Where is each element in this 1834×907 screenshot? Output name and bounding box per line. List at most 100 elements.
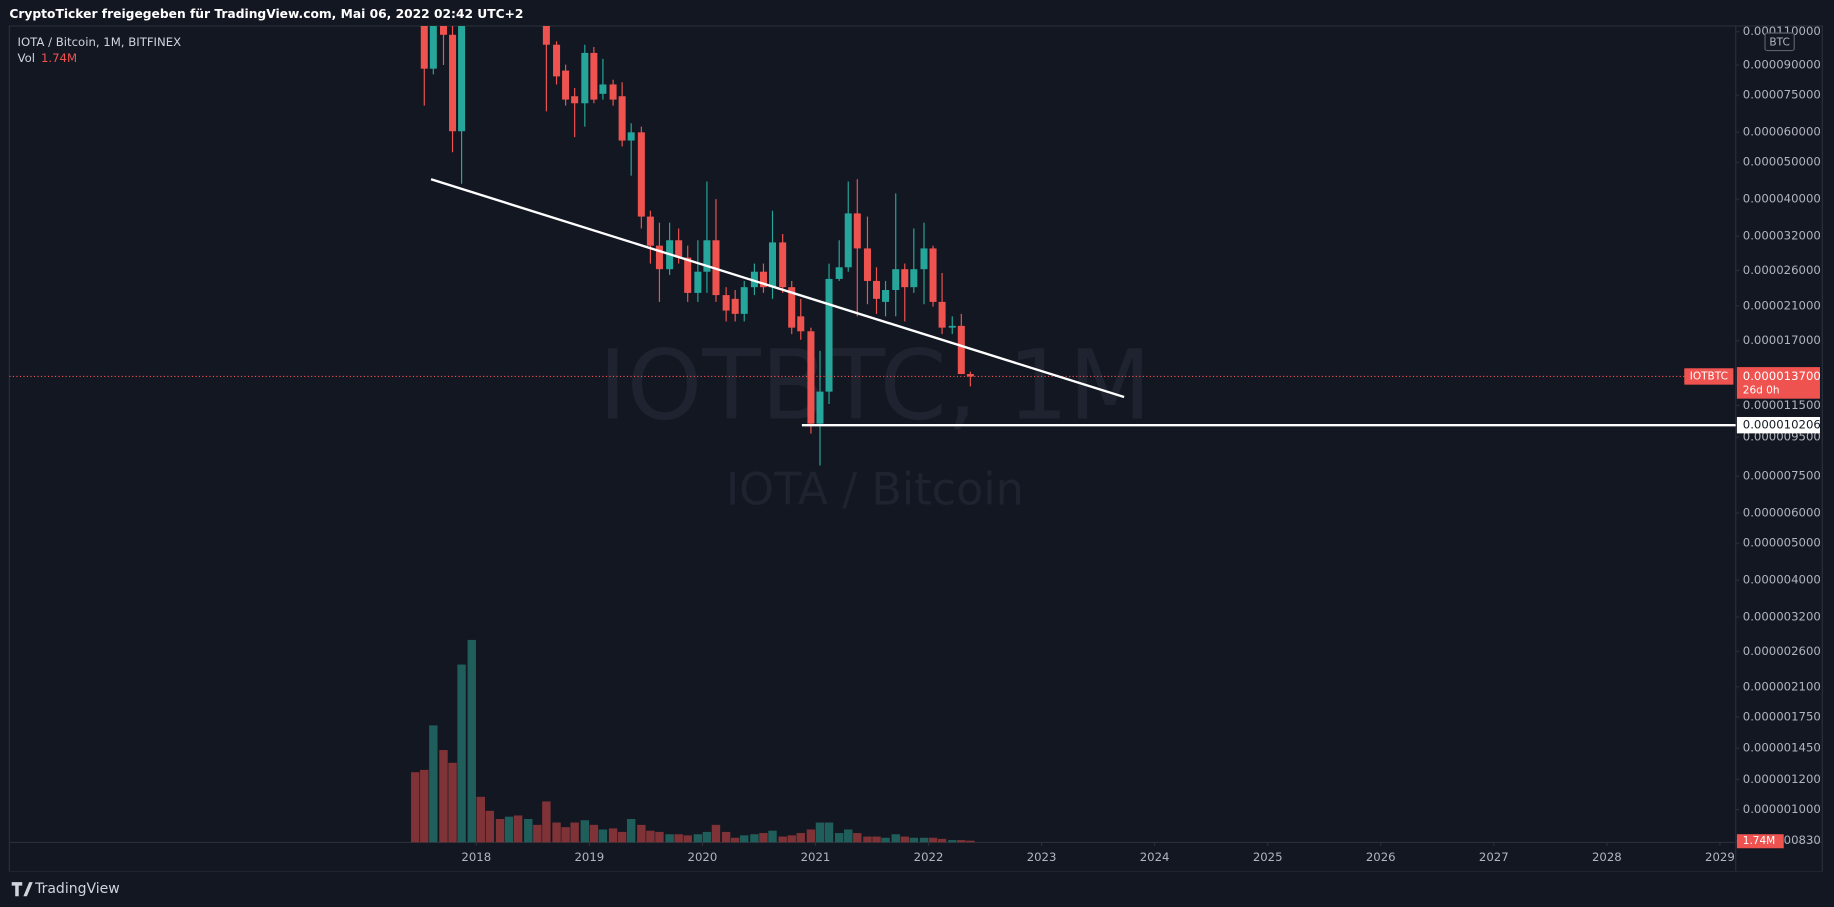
volume-bar (439, 749, 448, 843)
volume-bar (834, 833, 844, 843)
x-tick-label: 2018 (461, 850, 491, 864)
volume-bar (665, 834, 674, 843)
candle-body (835, 267, 843, 279)
volume-bar (589, 824, 599, 843)
volume-bar (740, 835, 749, 843)
y-tick-label: 0.000032000 (1743, 229, 1821, 243)
candle-body (853, 213, 861, 249)
x-tick-label: 2024 (1140, 850, 1170, 864)
volume-bar (626, 819, 636, 843)
y-tick-label: 0.000006000 (1743, 506, 1821, 520)
candle-body (910, 269, 918, 288)
y-tick-label: 0.000021000 (1743, 298, 1821, 312)
volume-bar (796, 833, 805, 843)
y-tick-label: 0.000001450 (1743, 741, 1821, 755)
volume-bar (485, 810, 495, 843)
candle-body (938, 301, 946, 328)
volume-bar (948, 840, 957, 843)
candle-body (571, 96, 579, 104)
x-tick-label: 2026 (1366, 850, 1396, 864)
volume-bar (693, 834, 703, 843)
candle-body (750, 271, 758, 288)
x-tick-label: 2020 (688, 850, 718, 864)
currency-box[interactable] (1764, 32, 1795, 52)
candle-body (675, 240, 683, 258)
volume-bar (702, 831, 712, 843)
candle-body (797, 316, 805, 332)
candle-body (553, 44, 561, 77)
symbol-label: IOTBTC (1690, 370, 1728, 382)
x-tick-label: 2023 (1027, 850, 1057, 864)
candle-body (807, 331, 815, 424)
watermark-symbol: IOTBTC, 1M (598, 329, 1151, 441)
volume-bar (457, 664, 466, 843)
candle-body (637, 132, 645, 217)
candle-body (844, 213, 852, 268)
volume-bar (552, 822, 561, 843)
volume-bar (928, 837, 938, 843)
volume-bar (759, 833, 768, 843)
candle-body (920, 248, 928, 270)
symbol-tag (1684, 368, 1734, 385)
volume-bar (711, 824, 721, 843)
volume-bar (872, 836, 881, 843)
candle-body (562, 70, 570, 100)
y-tick-label: 0.000050000 (1743, 155, 1821, 169)
volume-bar (750, 834, 759, 843)
volume-bar (683, 835, 692, 843)
candle-body (788, 287, 796, 328)
volume-bar (524, 819, 533, 843)
candle-body (779, 242, 787, 288)
y-tick-label: 0.000003200 (1743, 610, 1821, 624)
volume-bar (881, 837, 890, 843)
volume-bar (937, 838, 947, 843)
legend-volume-name: Vol (18, 51, 35, 65)
volume-bar (467, 639, 476, 843)
volume-bar (824, 822, 834, 843)
y-tick-label: 0.000004000 (1743, 573, 1821, 587)
candle-body (609, 84, 617, 100)
volume-bar (863, 836, 872, 843)
volume-bar (966, 840, 975, 843)
y-tick-label: 0.000001200 (1743, 772, 1821, 786)
y-tick-label: 0.000002100 (1743, 679, 1821, 693)
volume-bar (448, 762, 457, 843)
volume-bar (476, 796, 486, 843)
y-tick-label: 0.000075000 (1743, 88, 1821, 102)
y-tick-label: 0.000011500 (1743, 398, 1821, 412)
candle-body (581, 52, 589, 104)
currency[interactable]: BTC (1769, 36, 1789, 48)
volume-bar (721, 831, 731, 843)
x-tick-label: 2028 (1592, 850, 1622, 864)
legend-title: IOTA / Bitcoin, 1M, BITFINEX (18, 35, 182, 49)
y-tick-label: 0.000026000 (1743, 263, 1821, 277)
header: CryptoTicker freigegeben für TradingView… (9, 7, 523, 21)
candle-body (957, 325, 965, 375)
footer-bar (0, 871, 1834, 907)
candle-body (684, 257, 692, 293)
candle-body (863, 248, 871, 281)
candle-body (458, 25, 466, 132)
volume-bar (900, 836, 909, 843)
candle-body (590, 52, 598, 100)
candle-body (816, 391, 824, 424)
volume-bar (844, 829, 853, 843)
candle-body (929, 248, 937, 302)
candle-body (873, 280, 881, 299)
volume-bar (646, 830, 655, 843)
candle-body (966, 374, 974, 377)
y-tick-label: 0.000040000 (1743, 192, 1821, 206)
countdown: 26d 0h (1743, 384, 1780, 396)
volume-bar (637, 824, 646, 843)
x-tick-label: 2025 (1253, 850, 1283, 864)
plot-area (9, 25, 1736, 843)
volume-bar (542, 801, 551, 843)
candle-body (439, 25, 448, 35)
volume-bar (919, 837, 929, 843)
candle-body (703, 240, 711, 272)
volume-bar (891, 834, 900, 843)
x-tick-label: 2022 (914, 850, 944, 864)
candle-body (420, 25, 428, 69)
volume-bar (513, 815, 523, 843)
